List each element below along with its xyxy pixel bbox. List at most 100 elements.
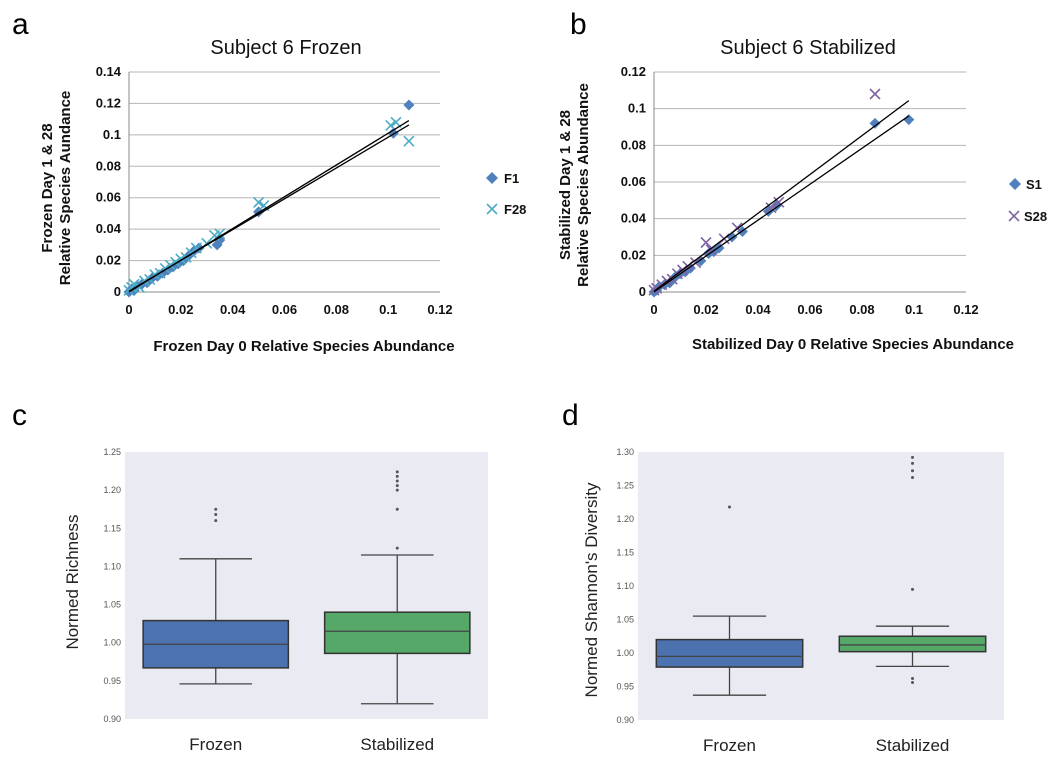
box-stabilized	[323, 611, 471, 655]
legend-marker-f28	[486, 203, 498, 215]
y-axis-label-b-line1: Stabilized Day 1 & 28	[557, 110, 574, 260]
y-tick-label: 0	[639, 284, 646, 299]
y-tick-label: 0.90	[616, 715, 634, 725]
trendline-f28	[128, 124, 410, 292]
y-tick-label: 1.05	[103, 600, 121, 610]
data-point-f1	[403, 99, 415, 111]
y-tick-label: 0.02	[621, 247, 646, 262]
x-tick-label: 0.06	[797, 302, 822, 317]
data-point-s28	[869, 88, 881, 100]
y-axis-label-a-line2: Relative Species Aundance	[57, 91, 74, 286]
x-tick-label: 0.1	[905, 302, 923, 317]
data-point-s28	[700, 236, 712, 249]
y-tick-label: 1.10	[103, 561, 121, 571]
y-tick-label: 0.06	[96, 190, 121, 205]
y-tick-label: 0.95	[616, 682, 634, 692]
category-label-stabilized: Stabilized	[876, 736, 950, 755]
x-tick-label: 0.04	[745, 302, 771, 317]
panel-letter-b: b	[570, 8, 587, 41]
y-tick-label: 1.10	[616, 581, 634, 591]
y-tick-label: 0.90	[103, 714, 121, 724]
y-tick-label: 0.02	[96, 253, 121, 268]
y-tick-label: 0.1	[628, 101, 646, 116]
x-tick-label: 0.06	[272, 302, 297, 317]
y-tick-label: 1.25	[103, 447, 121, 457]
panel-d: d Normed Shannon's Diversity 0.90 0.95 1.0…	[562, 399, 1004, 755]
data-point-f28	[385, 119, 397, 131]
x-tick-label: 0.08	[849, 302, 874, 317]
outlier-point	[214, 507, 218, 511]
box-stabilized	[838, 635, 987, 653]
outlier-point	[911, 455, 914, 459]
y-tick-label: 0.08	[96, 158, 121, 173]
y-tick-label: 0.04	[621, 211, 647, 226]
y-axis-label-a-line1: Frozen Day 1 & 28	[39, 123, 56, 252]
y-tick-label: 0.08	[621, 137, 646, 152]
y-tick-label: 0.1	[103, 127, 121, 142]
legend-label-s28: S28	[1024, 209, 1047, 224]
legend-b: S1 S28	[1008, 177, 1047, 224]
data-point-s28	[765, 202, 777, 214]
outlier-point	[395, 507, 399, 511]
outlier-point	[395, 479, 399, 483]
outlier-point	[911, 587, 914, 591]
y-axis-label-b: Stabilized Day 1 & 28 Relative Species A…	[557, 83, 592, 287]
panel-letter-d: d	[562, 399, 579, 432]
y-tick-label: 0.95	[103, 676, 121, 686]
x-tick-label: 0	[125, 302, 132, 317]
outlier-point	[395, 470, 399, 474]
x-tick-label: 0.04	[220, 302, 246, 317]
outlier-point	[911, 676, 914, 680]
outlier-point	[911, 461, 914, 465]
x-axis-label-a: Frozen Day 0 Relative Species Abundance	[153, 338, 454, 355]
data-point-f28	[403, 135, 415, 147]
y-tick-label: 0.12	[96, 95, 121, 110]
data-point-f28	[214, 228, 226, 240]
y-tick-label: 1.30	[616, 447, 634, 457]
panel-letter-c: c	[12, 399, 27, 432]
legend-marker-s28	[1008, 210, 1020, 222]
y-tick-label: 1.05	[616, 615, 634, 625]
x-tick-label: 0.12	[427, 302, 452, 317]
data-point-f28	[390, 116, 402, 128]
y-tick-label: 1.00	[616, 648, 634, 658]
box-frozen	[655, 638, 804, 668]
plot-background	[125, 452, 488, 719]
panel-c: c Normed Richness 0.90 0.95 1.00 1.05 1.10 1.…	[12, 399, 488, 754]
legend-marker-f1	[486, 172, 498, 184]
y-tick-label: 1.20	[103, 485, 121, 495]
outlier-point	[911, 680, 914, 684]
outlier-point	[728, 505, 731, 509]
outlier-point	[911, 475, 914, 479]
x-tick-label: 0.12	[953, 302, 978, 317]
trendline-s28	[653, 100, 910, 292]
legend-a: F1 F28	[486, 171, 526, 217]
data-point-s1	[869, 117, 881, 129]
data-point-f28	[253, 196, 265, 208]
chart-title-b: Subject 6 Stabilized	[720, 37, 896, 59]
y-tick-label: 0	[114, 284, 121, 299]
y-axis-label-a: Frozen Day 1 & 28 Relative Species Aunda…	[39, 91, 74, 286]
y-tick-label: 1.15	[103, 523, 121, 533]
box-plot-d: 0.90 0.95 1.00 1.05 1.10 1.15 1.20 1.25 1.30 Froz…	[616, 447, 1004, 755]
data-point-f28	[190, 242, 202, 254]
y-tick-label: 0.12	[621, 64, 646, 79]
trendline-s1	[653, 115, 910, 293]
category-label-stabilized: Stabilized	[360, 735, 434, 754]
legend-label-f28: F28	[504, 202, 526, 217]
y-tick-label: 1.20	[616, 514, 634, 524]
plot-background	[638, 452, 1004, 720]
outlier-point	[214, 519, 218, 523]
y-tick-label: 0.14	[96, 64, 122, 79]
panel-b: b Subject 6 Stabilized Stabilized Day 1 …	[557, 8, 1047, 353]
chart-title-a: Subject 6 Frozen	[210, 37, 361, 59]
x-tick-label: 0.02	[693, 302, 718, 317]
outlier-point	[395, 546, 399, 550]
legend-label-f1: F1	[504, 171, 519, 186]
category-label-frozen: Frozen	[189, 735, 242, 754]
legend-label-s1: S1	[1026, 177, 1042, 192]
outlier-point	[214, 513, 218, 517]
box-plot-c: 0.90 0.95 1.00 1.05 1.10 1.15 1.20 1.25 Frozen St…	[103, 447, 488, 754]
outlier-point	[395, 488, 399, 492]
